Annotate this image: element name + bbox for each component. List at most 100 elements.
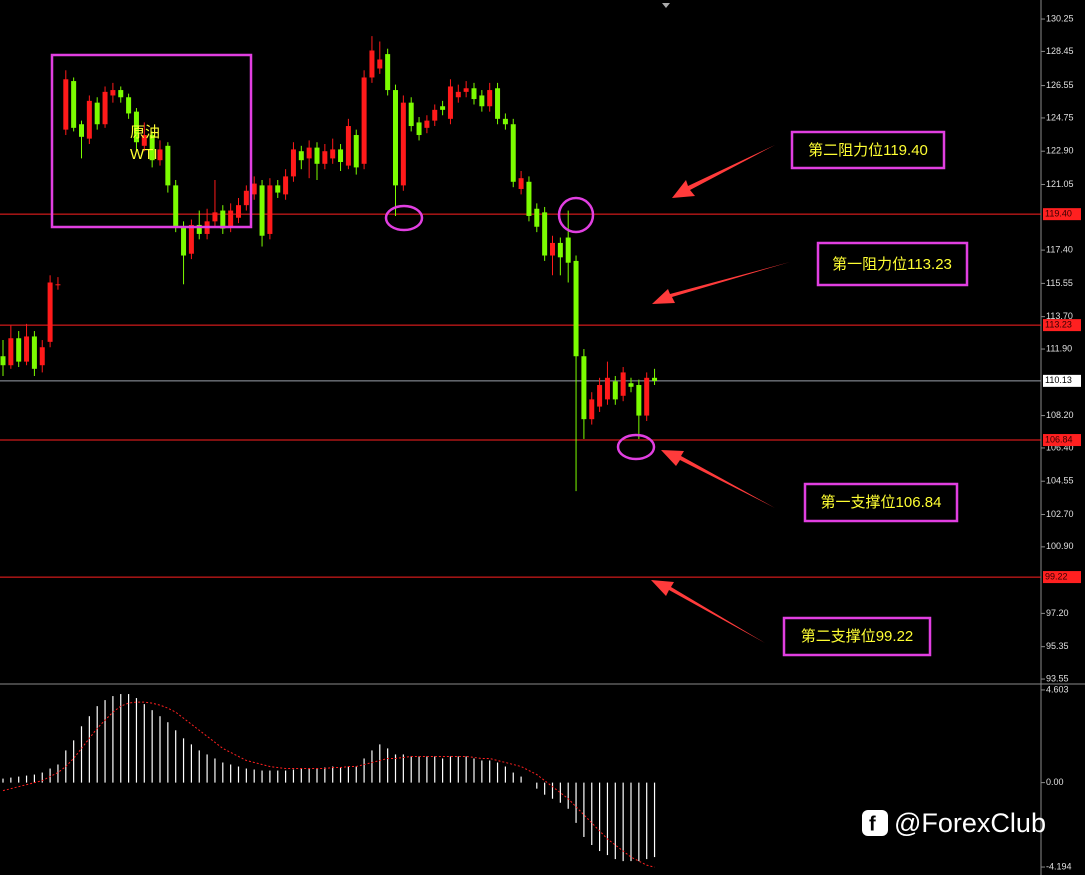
- candle-body: [165, 145, 171, 186]
- candle-body: [408, 102, 414, 127]
- arrow: [661, 450, 775, 508]
- candle-body: [228, 210, 234, 227]
- candle-body: [495, 88, 501, 119]
- circle: [384, 204, 424, 232]
- annotation: 第一支撑位106.84: [821, 493, 942, 511]
- shift-marker: [662, 3, 670, 8]
- annotation: 第二支撑位99.22: [801, 627, 914, 645]
- candle-body: [39, 347, 45, 366]
- candle-body: [322, 151, 328, 164]
- candle-body: [589, 399, 595, 420]
- candle-body: [652, 377, 658, 381]
- y-tick-label: 113.70: [1046, 311, 1073, 321]
- candle-body: [510, 124, 516, 182]
- candle-body: [306, 147, 312, 159]
- candle-body: [133, 111, 139, 143]
- candle-body: [463, 88, 469, 92]
- candle-body: [8, 338, 14, 366]
- candle-body: [550, 242, 555, 256]
- watermark: @ForexClub: [894, 808, 1046, 838]
- y-tick-label: 106.40: [1046, 442, 1074, 452]
- annotation: 原油: [130, 124, 160, 141]
- candle-body: [369, 50, 375, 78]
- level-tag-label: 106.84: [1045, 434, 1073, 444]
- candle-body: [31, 336, 37, 369]
- y-tick-label: 121.05: [1046, 179, 1074, 189]
- y-tick-label: 128.45: [1046, 46, 1074, 56]
- candle-body: [542, 212, 548, 256]
- candle-body: [597, 385, 603, 407]
- candle-body: [243, 190, 249, 206]
- candle-body: [55, 284, 61, 286]
- y-tick-label: 122.90: [1046, 146, 1074, 156]
- level-tag: [1043, 319, 1081, 332]
- candle-body: [47, 282, 53, 342]
- y-tick-label: 100.90: [1046, 541, 1074, 551]
- y-tick-label: 115.55: [1046, 278, 1073, 288]
- candle-body: [126, 97, 132, 114]
- candle-body: [416, 122, 422, 136]
- circle: [616, 433, 656, 461]
- level-tag-label: 99.22: [1045, 571, 1068, 581]
- arrows: [651, 145, 790, 643]
- y-tick-label: 126.55: [1046, 80, 1074, 90]
- candle-body: [236, 205, 241, 218]
- level-tag: [1043, 208, 1081, 221]
- candle-body: [534, 208, 540, 227]
- y-tick-label: 93.55: [1046, 673, 1069, 683]
- candle-body: [604, 377, 610, 400]
- annotations: [50, 53, 969, 657]
- arrow: [651, 580, 765, 643]
- arrow: [652, 262, 790, 304]
- last-price-tag: [1043, 374, 1081, 387]
- candle-body: [16, 338, 22, 362]
- y-tick-label: -4.194: [1046, 861, 1072, 871]
- candle-body: [94, 102, 100, 125]
- candle-body: [275, 185, 281, 193]
- candle-body: [86, 100, 92, 139]
- candle-body: [63, 79, 69, 130]
- candle-body: [71, 81, 77, 128]
- candle-body: [573, 260, 579, 357]
- logo-glyph: f: [869, 813, 876, 835]
- label-box: [803, 482, 959, 523]
- y-tick-label: 104.55: [1046, 476, 1074, 486]
- candle-body: [118, 90, 124, 98]
- candle-body: [440, 106, 446, 110]
- candle-body: [24, 336, 30, 362]
- candle-body: [314, 147, 320, 164]
- y-tick-label: 4.603: [1046, 684, 1069, 694]
- candle-body: [636, 385, 642, 416]
- candle-body: [149, 135, 155, 161]
- candle-body: [298, 151, 304, 161]
- candle-body: [353, 135, 359, 168]
- candle-body: [267, 185, 273, 234]
- candle-body: [487, 90, 493, 107]
- label-box: [816, 241, 969, 287]
- candle-body: [173, 185, 179, 227]
- arrow: [672, 145, 775, 198]
- candle-body: [220, 210, 226, 229]
- highlight-box: [50, 53, 253, 229]
- annotation: WTI: [130, 146, 158, 163]
- candle-body: [526, 181, 532, 216]
- level-tag-label: 113.23: [1045, 319, 1072, 329]
- candle-body: [0, 356, 6, 366]
- candle-body: [338, 149, 344, 163]
- y-tick-label: 95.35: [1046, 641, 1069, 651]
- candle-body: [330, 149, 336, 159]
- candle-body: [102, 91, 108, 125]
- label-box: [782, 616, 932, 657]
- candle-body: [345, 126, 351, 166]
- y-tick-label: 117.40: [1046, 244, 1073, 254]
- candle-body: [644, 377, 650, 416]
- candle-body: [259, 185, 265, 236]
- y-tick-label: 124.75: [1046, 112, 1074, 122]
- candle-body: [455, 91, 461, 98]
- candle-body: [196, 224, 202, 234]
- candle-body: [432, 109, 438, 121]
- candle-body: [290, 149, 296, 177]
- signal-line: [2, 701, 655, 868]
